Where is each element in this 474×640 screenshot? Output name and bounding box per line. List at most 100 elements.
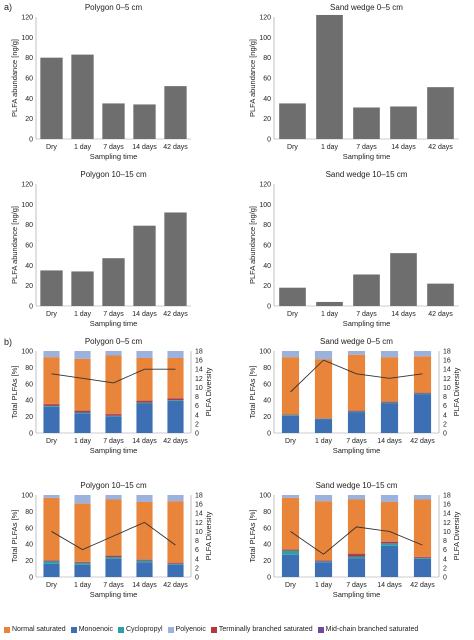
x-tick-label: 1 day <box>74 438 92 445</box>
stack-segment-terminally-branched <box>105 414 122 416</box>
y-axis-label: PLFA abundance [ng/g] <box>10 206 19 284</box>
y2-tick-label: 18 <box>443 349 451 356</box>
y-tick-label: 40 <box>25 542 33 549</box>
diversity-line <box>51 368 176 384</box>
y2-tick-label: 16 <box>195 358 203 365</box>
stack-segment-cyclopropyl <box>136 402 153 404</box>
x-tick-label: Dry <box>46 144 57 151</box>
stack-segment-terminally-branched <box>380 541 399 544</box>
stack-segment-normal-saturated <box>43 497 60 561</box>
y2-tick-label: 8 <box>195 394 199 401</box>
chart-title-a1: Polygon 0–5 cm <box>85 3 143 12</box>
y-tick-label: 0 <box>267 304 271 311</box>
y-tick-label: 0 <box>29 431 33 438</box>
stack-segment-polyenoic <box>314 351 333 360</box>
x-axis-label: Sampling time <box>333 590 381 599</box>
stack-segment-monoenoic <box>74 564 91 577</box>
stack-segment-monoenoic <box>167 564 184 577</box>
y-axis-label-left: Total PLFAs [%] <box>10 510 19 563</box>
y-tick-label: 0 <box>267 431 271 438</box>
x-tick-label: 42 days <box>410 438 435 445</box>
y2-tick-label: 2 <box>443 421 447 428</box>
y2-tick-label: 6 <box>443 547 447 554</box>
stack-segment-normal-saturated <box>136 357 153 401</box>
y-tick-label: 20 <box>263 558 271 565</box>
diversity-line <box>290 526 423 555</box>
stack-segment-monoenoic <box>105 416 122 433</box>
y2-tick-label: 16 <box>443 358 451 365</box>
y2-tick-label: 14 <box>195 511 203 518</box>
y-tick-label: 60 <box>263 76 271 83</box>
bar <box>40 57 63 139</box>
y-tick-label: 80 <box>263 365 271 372</box>
stack-segment-monoenoic <box>314 419 333 433</box>
legend: Normal saturated Monoenoic Cyclopropyl Poly… <box>4 626 474 633</box>
stack-segment-polyenoic <box>347 495 366 500</box>
x-axis-label: Sampling time <box>90 319 138 328</box>
stack-segment-terminally-branched <box>380 401 399 403</box>
y-tick-label: 40 <box>263 398 271 405</box>
stack-segment-polyenoic <box>380 495 399 502</box>
y2-tick-label: 18 <box>443 493 451 500</box>
x-tick-label: Dry <box>287 311 298 318</box>
y-tick-label: 20 <box>25 414 33 421</box>
y2-tick-label: 10 <box>443 385 451 392</box>
y2-tick-label: 0 <box>195 431 199 438</box>
y2-tick-label: 8 <box>443 394 447 401</box>
x-tick-label: 1 day <box>321 144 339 151</box>
x-tick-label: 7 days <box>103 144 124 151</box>
y-tick-label: 120 <box>21 182 33 189</box>
y2-tick-label: 10 <box>443 529 451 536</box>
y-tick-label: 80 <box>25 55 33 62</box>
x-axis-label: Sampling time <box>90 590 138 599</box>
x-tick-label: Dry <box>46 438 57 445</box>
y2-tick-label: 0 <box>195 575 199 582</box>
legend-swatch <box>210 626 217 633</box>
stack-segment-terminally-branched <box>347 554 366 557</box>
stack-segment-terminally-branched <box>167 563 184 564</box>
y-tick-label: 100 <box>259 202 271 209</box>
y-tick-label: 100 <box>21 349 33 356</box>
bar <box>133 104 156 139</box>
y2-tick-label: 6 <box>443 403 447 410</box>
bar <box>102 103 125 139</box>
chart-title-b3: Polygon 10–15 cm <box>80 481 147 490</box>
x-tick-label: 7 days <box>356 311 377 318</box>
y2-tick-label: 2 <box>443 565 447 572</box>
stack-segment-normal-saturated <box>136 501 153 560</box>
x-axis-label: Sampling time <box>343 319 391 328</box>
bar <box>102 258 125 306</box>
y2-tick-label: 6 <box>195 547 199 554</box>
y-tick-label: 0 <box>29 575 33 582</box>
legend-swatch <box>317 626 324 633</box>
stack-segment-cyclopropyl <box>136 560 153 563</box>
x-tick-label: 7 days <box>103 438 124 445</box>
bar <box>390 253 417 306</box>
x-tick-label: 14 days <box>391 311 416 318</box>
y-tick-label: 60 <box>25 243 33 250</box>
y-tick-label: 100 <box>259 493 271 500</box>
stack-segment-monoenoic <box>413 394 432 433</box>
bar <box>316 14 343 139</box>
y-tick-label: 40 <box>263 263 271 270</box>
legend-swatch <box>167 626 174 633</box>
y-tick-label: 60 <box>25 525 33 532</box>
x-axis-label: Sampling time <box>333 446 381 455</box>
bar <box>164 86 187 139</box>
y-tick-label: 60 <box>25 76 33 83</box>
stack-segment-polyenoic <box>136 351 153 358</box>
stack-segment-cyclopropyl <box>105 415 122 417</box>
x-tick-label: 42 days <box>410 582 435 589</box>
stack-segment-monoenoic <box>281 415 300 433</box>
x-tick-label: Dry <box>46 311 57 318</box>
stack-segment-terminally-branched <box>74 410 91 413</box>
y-tick-label: 40 <box>263 542 271 549</box>
y-axis-label-left: Total PLFAs [%] <box>248 510 257 563</box>
x-axis-label: Sampling time <box>90 446 138 455</box>
y-tick-label: 120 <box>259 182 271 189</box>
stack-segment-normal-saturated <box>74 358 91 411</box>
diversity-line <box>51 521 176 551</box>
legend-label: Cyclopropyl <box>125 626 163 633</box>
bar <box>279 287 306 306</box>
stack-segment-normal-saturated <box>413 356 432 393</box>
